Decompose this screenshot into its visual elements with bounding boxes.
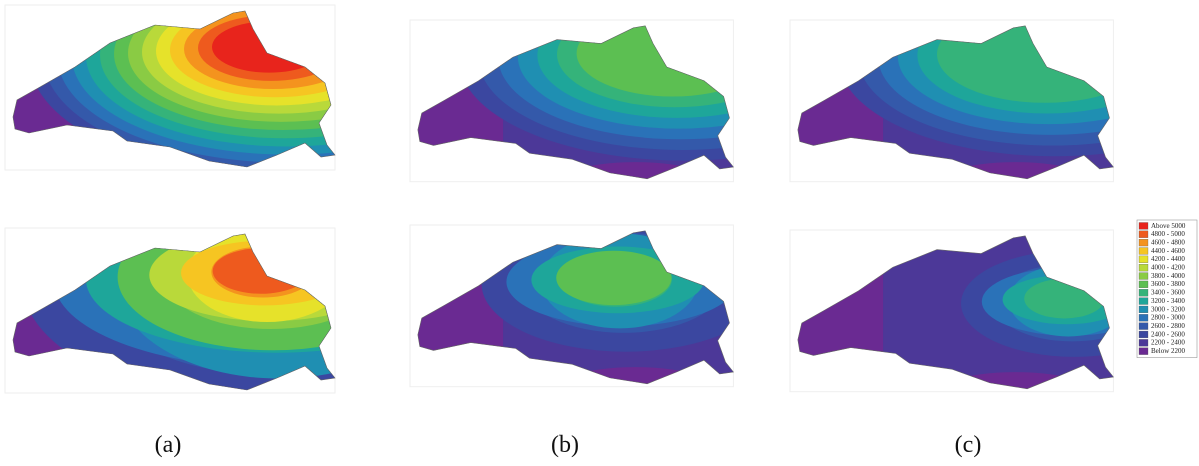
legend-label: 2800 - 3000: [1151, 314, 1185, 322]
legend-label: 3200 - 3400: [1151, 297, 1185, 305]
legend-label: 3400 - 3600: [1151, 289, 1185, 297]
legend-swatch: [1138, 330, 1149, 339]
legend-label: 3600 - 3800: [1151, 280, 1185, 288]
legend-swatch: [1138, 280, 1149, 288]
legend-swatch: [1138, 322, 1149, 330]
legend-swatch: [1138, 247, 1149, 255]
legend-swatch: [1138, 297, 1149, 305]
map-zone: [556, 250, 672, 306]
legend-label: 3000 - 3200: [1151, 305, 1185, 313]
legend-label: 4200 - 4400: [1151, 255, 1185, 263]
legend-swatch: [1138, 347, 1149, 355]
legend-label: 4400 - 4600: [1151, 247, 1185, 255]
legend-label: Below 2200: [1151, 347, 1186, 355]
legend-label: 4600 - 4800: [1151, 238, 1185, 246]
legend-label: 2400 - 2600: [1151, 330, 1185, 338]
legend-label: 4000 - 4200: [1151, 264, 1185, 272]
legend-label: Above 5000: [1151, 222, 1186, 230]
legend-label: 2200 - 2400: [1151, 339, 1185, 347]
legend-swatch: [1138, 272, 1149, 280]
legend-swatch: [1138, 255, 1149, 263]
legend-swatch: [1138, 289, 1149, 297]
legend-swatch: [1138, 239, 1149, 247]
panel-label: (b): [551, 432, 579, 458]
panel-label: (a): [155, 432, 182, 458]
legend-swatch: [1138, 314, 1149, 322]
legend-swatch: [1138, 264, 1149, 272]
legend-swatch: [1138, 305, 1149, 313]
legend-swatch: [1138, 222, 1149, 230]
legend-label: 2600 - 2800: [1151, 322, 1185, 330]
legend-swatch: [1138, 339, 1149, 347]
legend-swatch: [1138, 230, 1149, 238]
legend-label: 3800 - 4000: [1151, 272, 1185, 280]
legend-label: 4800 - 5000: [1151, 230, 1185, 238]
panel-label: (c): [955, 432, 982, 458]
